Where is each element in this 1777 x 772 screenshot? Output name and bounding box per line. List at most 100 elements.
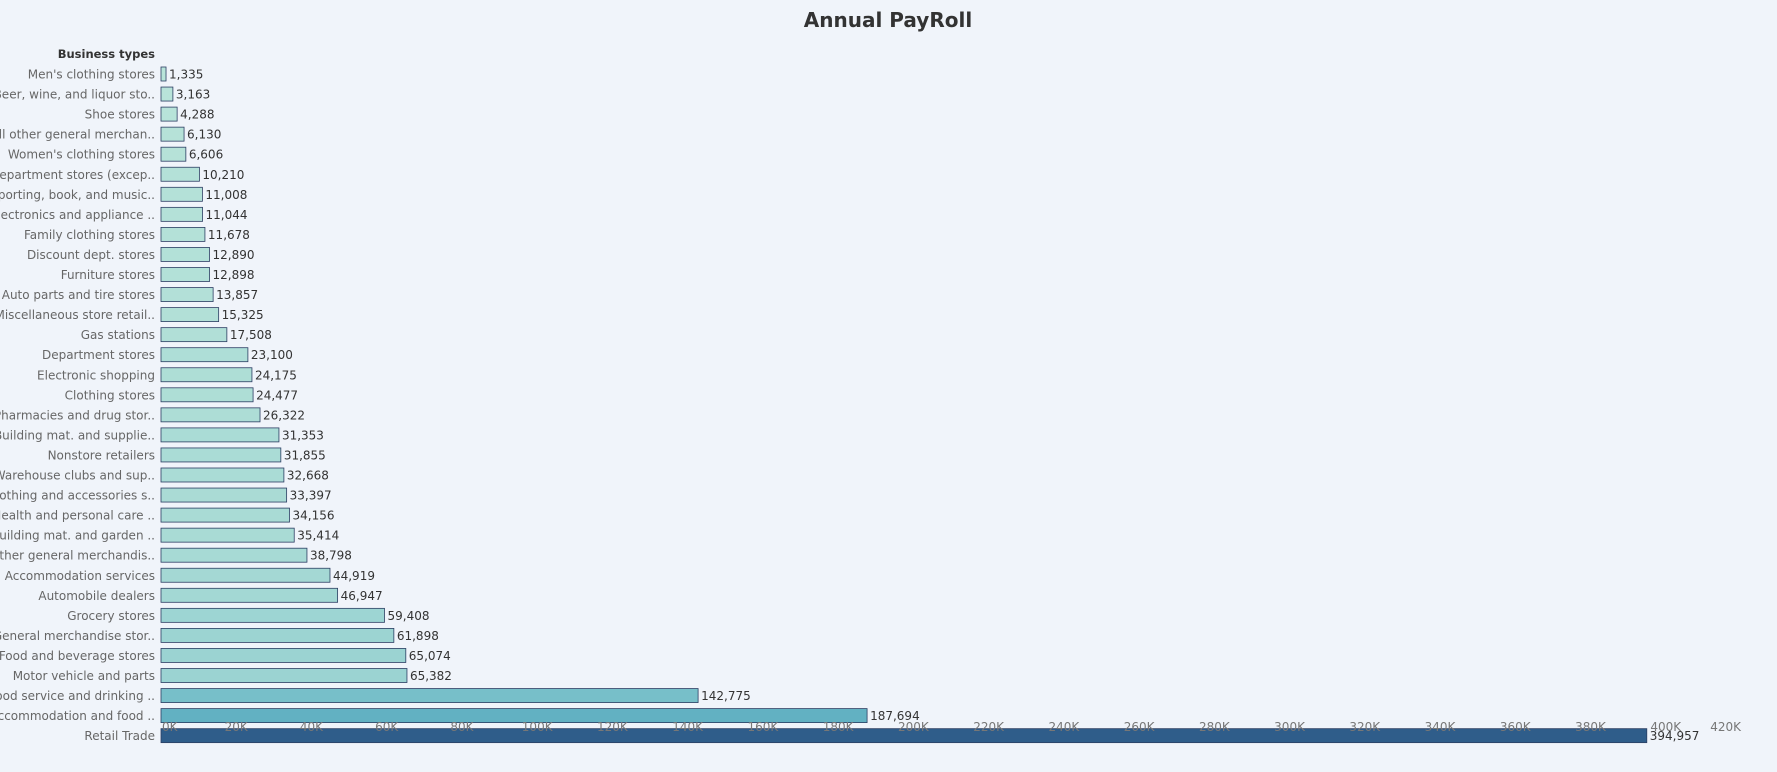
bar	[160, 567, 331, 583]
value-label: 35,414	[297, 529, 339, 543]
x-tick-label: 260K	[1124, 720, 1156, 734]
x-tick-label: 20K	[225, 720, 249, 734]
category-labels-group: Men's clothing stores Beer, wine, and liq…	[0, 68, 155, 744]
category-label: Discount dept. stores	[27, 248, 155, 262]
bar	[160, 628, 395, 643]
bar	[160, 166, 200, 182]
category-axis-header: Business types	[58, 47, 155, 61]
category-label: Accommodation and food ..	[0, 709, 155, 723]
category-label: Beer, wine, and liquor sto..	[0, 88, 155, 102]
bar	[160, 86, 174, 102]
category-label: Sporting, book, and music..	[0, 188, 155, 202]
category-label: Other general merchandis..	[0, 549, 155, 563]
category-label: Automobile dealers	[38, 589, 155, 603]
x-tick-label: 380K	[1575, 720, 1607, 734]
category-label: Grocery stores	[67, 609, 155, 623]
x-tick-label: 180K	[823, 720, 855, 734]
x-tick-label: 200K	[898, 720, 930, 734]
category-label: Accommodation services	[5, 569, 155, 583]
bar	[160, 307, 220, 323]
category-label: Health and personal care ..	[0, 509, 155, 523]
x-tick-label: 60K	[375, 720, 399, 734]
x-tick-label: 0K	[162, 720, 179, 734]
category-label: Department stores	[42, 348, 155, 362]
bar	[160, 387, 254, 403]
value-label: 10,210	[202, 168, 244, 182]
value-label: 26,322	[263, 408, 305, 422]
value-label: 65,074	[409, 649, 451, 663]
value-label: 46,947	[341, 589, 383, 603]
value-label: 13,857	[216, 288, 258, 302]
category-label: Electronic shopping	[37, 368, 155, 382]
value-label: 6,606	[189, 148, 223, 162]
value-label: 24,175	[255, 368, 297, 382]
x-tick-label: 40K	[300, 720, 324, 734]
category-label: Shoe stores	[85, 108, 155, 122]
x-tick-label: 400K	[1650, 720, 1682, 734]
category-label: Gas stations	[81, 328, 155, 342]
value-label: 32,668	[287, 469, 329, 483]
bars-group	[160, 66, 1648, 744]
category-label: Building mat. and supplie..	[0, 428, 155, 442]
value-label: 187,694	[870, 709, 920, 723]
category-label: Furniture stores	[61, 268, 155, 282]
bar	[160, 507, 290, 523]
category-label: Food and beverage stores	[0, 649, 155, 663]
value-label: 38,798	[310, 549, 352, 563]
category-label: Building mat. and garden ..	[0, 529, 155, 543]
bar	[160, 607, 385, 623]
bar	[160, 367, 253, 383]
x-tick-label: 340K	[1425, 720, 1457, 734]
x-tick-label: 320K	[1349, 720, 1381, 734]
value-label: 6,130	[187, 128, 221, 142]
category-label: Auto parts and tire stores	[2, 288, 155, 302]
x-tick-label: 160K	[748, 720, 780, 734]
bar	[160, 407, 261, 423]
bar	[160, 327, 228, 343]
category-label: All other general merchan..	[0, 128, 155, 142]
category-label: Miscellaneous store retail..	[0, 308, 155, 322]
value-label: 11,044	[206, 208, 248, 222]
bar	[160, 186, 203, 202]
value-label: 33,397	[290, 489, 332, 503]
x-tick-label: 360K	[1500, 720, 1532, 734]
value-label: 59,408	[387, 609, 429, 623]
category-label: Electronics and appliance ..	[0, 208, 155, 222]
bar	[160, 648, 407, 663]
value-labels-group: 1,335 3,163 4,288 6,130 6,606 10,210 11,008 11,…	[169, 68, 1699, 744]
bar	[160, 347, 249, 363]
bar	[160, 247, 210, 262]
category-label: Food service and drinking ..	[0, 689, 155, 703]
bar	[160, 728, 1648, 744]
value-label: 1,335	[169, 68, 203, 82]
x-tick-label: 120K	[597, 720, 629, 734]
category-label: Family clothing stores	[24, 228, 155, 242]
value-label: 23,100	[251, 348, 293, 362]
value-label: 142,775	[701, 689, 751, 703]
chart-title: Annual PayRoll	[804, 8, 972, 32]
bar	[160, 447, 282, 463]
bar	[160, 668, 408, 683]
category-label: Clothing stores	[65, 388, 155, 402]
value-label: 3,163	[176, 88, 210, 102]
bar	[160, 267, 210, 282]
x-tick-label: 80K	[450, 720, 474, 734]
bar	[160, 708, 868, 723]
bar	[160, 106, 178, 122]
bar	[160, 487, 288, 503]
value-label: 394,957	[1650, 729, 1700, 743]
value-label: 17,508	[230, 328, 272, 342]
category-label: Nonstore retailers	[48, 448, 155, 462]
bar	[160, 467, 285, 483]
category-label: Department stores (excep..	[0, 168, 155, 182]
value-label: 31,855	[284, 448, 326, 462]
bar	[160, 587, 339, 603]
bar	[160, 688, 699, 703]
value-label: 12,898	[213, 268, 255, 282]
value-label: 11,678	[208, 228, 250, 242]
category-label: Pharmacies and drug stor..	[0, 408, 155, 422]
bar	[160, 527, 295, 543]
category-label: Motor vehicle and parts	[13, 669, 155, 683]
